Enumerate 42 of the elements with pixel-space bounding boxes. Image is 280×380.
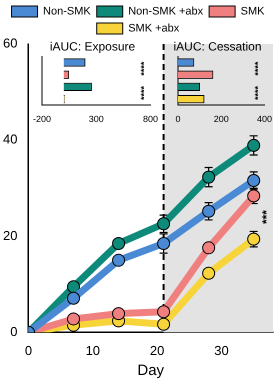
x-axis-title: Day (137, 362, 165, 380)
chart-title: iAUC: Cessation (173, 40, 262, 54)
y-tick-label: 60 (2, 36, 18, 51)
legend-label: SMK +abx (128, 22, 180, 35)
point (112, 254, 126, 267)
y-tick-label: 40 (2, 132, 18, 147)
point (112, 307, 126, 320)
annotation: **** (139, 61, 150, 76)
point (202, 266, 216, 280)
x-tick-label: 10 (86, 342, 100, 358)
x-tick-label: 0 (24, 342, 32, 358)
x-tick-label: -200 (33, 114, 52, 124)
point (247, 174, 260, 188)
point (157, 236, 170, 250)
annotation: **** (252, 86, 263, 100)
point (247, 138, 260, 152)
point (157, 305, 170, 318)
x-tick-label: 400 (256, 114, 272, 124)
annotation: *** (259, 210, 274, 224)
x-tick-label: 200 (213, 114, 228, 124)
x-tick-label: 800 (143, 114, 158, 124)
annotation: **** (252, 61, 263, 76)
point (202, 170, 216, 184)
x-tick-label: 0 (175, 114, 180, 124)
legend-label: SMK (240, 6, 266, 18)
point (67, 312, 80, 326)
x-tick-label: 30 (214, 342, 229, 358)
point (112, 236, 126, 250)
point (67, 292, 80, 305)
point (157, 318, 170, 331)
point (202, 241, 216, 254)
point (157, 217, 170, 230)
y-tick-label: 20 (2, 228, 18, 243)
point (67, 280, 80, 294)
x-tick-label: 300 (89, 114, 104, 124)
point (202, 204, 216, 218)
y-tick-label: 0 (10, 324, 18, 339)
legend-label: Non-SMK (43, 6, 92, 18)
x-tick-label: 20 (150, 342, 164, 358)
legend-label: Non-SMK +abx (128, 6, 204, 18)
annotation: **** (139, 86, 150, 100)
chart-title: iAUC: Exposure (50, 40, 136, 54)
